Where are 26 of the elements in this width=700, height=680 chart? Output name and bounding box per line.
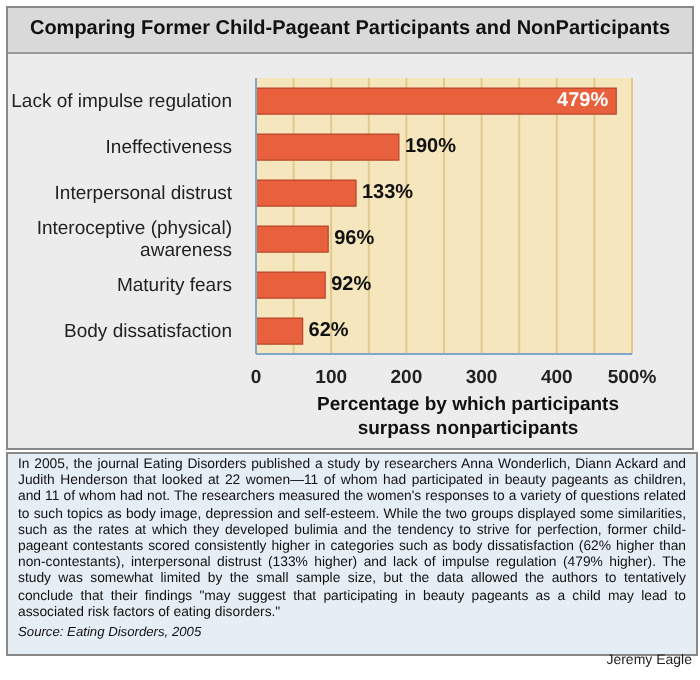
data-label: 479% xyxy=(557,90,609,113)
bar xyxy=(256,317,304,345)
y-tick-label: Ineffectiveness xyxy=(105,136,233,158)
data-label: 62% xyxy=(308,320,349,343)
data-label: 190% xyxy=(404,136,457,159)
x-tick-label: 100 xyxy=(315,367,348,390)
bar xyxy=(256,179,357,207)
x-tick-label: 400 xyxy=(540,367,573,390)
x-tick-label: 200 xyxy=(390,367,423,390)
x-tick-label: 0 xyxy=(250,367,262,390)
chart-title: Comparing Former Child-Pageant Participants and NonParticipants xyxy=(8,8,692,54)
x-axis-title: Percentage by which participants surpass nonparticipants xyxy=(315,394,621,442)
bar xyxy=(256,271,326,299)
bar xyxy=(256,87,617,115)
bar xyxy=(256,133,400,161)
data-label: 96% xyxy=(334,228,375,251)
y-tick-label: Body dissatisfaction xyxy=(64,320,232,342)
x-tick-label: 500% xyxy=(607,367,658,390)
y-tick-label: Maturity fears xyxy=(116,274,233,296)
data-label: 133% xyxy=(362,182,414,205)
data-label: 92% xyxy=(331,274,372,297)
y-tick-label: Lack of impulse regulation xyxy=(11,90,232,112)
bar xyxy=(256,225,329,253)
y-tick-label: Interpersonal distrust xyxy=(54,182,233,204)
x-tick-label: 300 xyxy=(465,367,498,390)
y-tick-label: Interoceptive (physical) awareness xyxy=(36,217,233,261)
